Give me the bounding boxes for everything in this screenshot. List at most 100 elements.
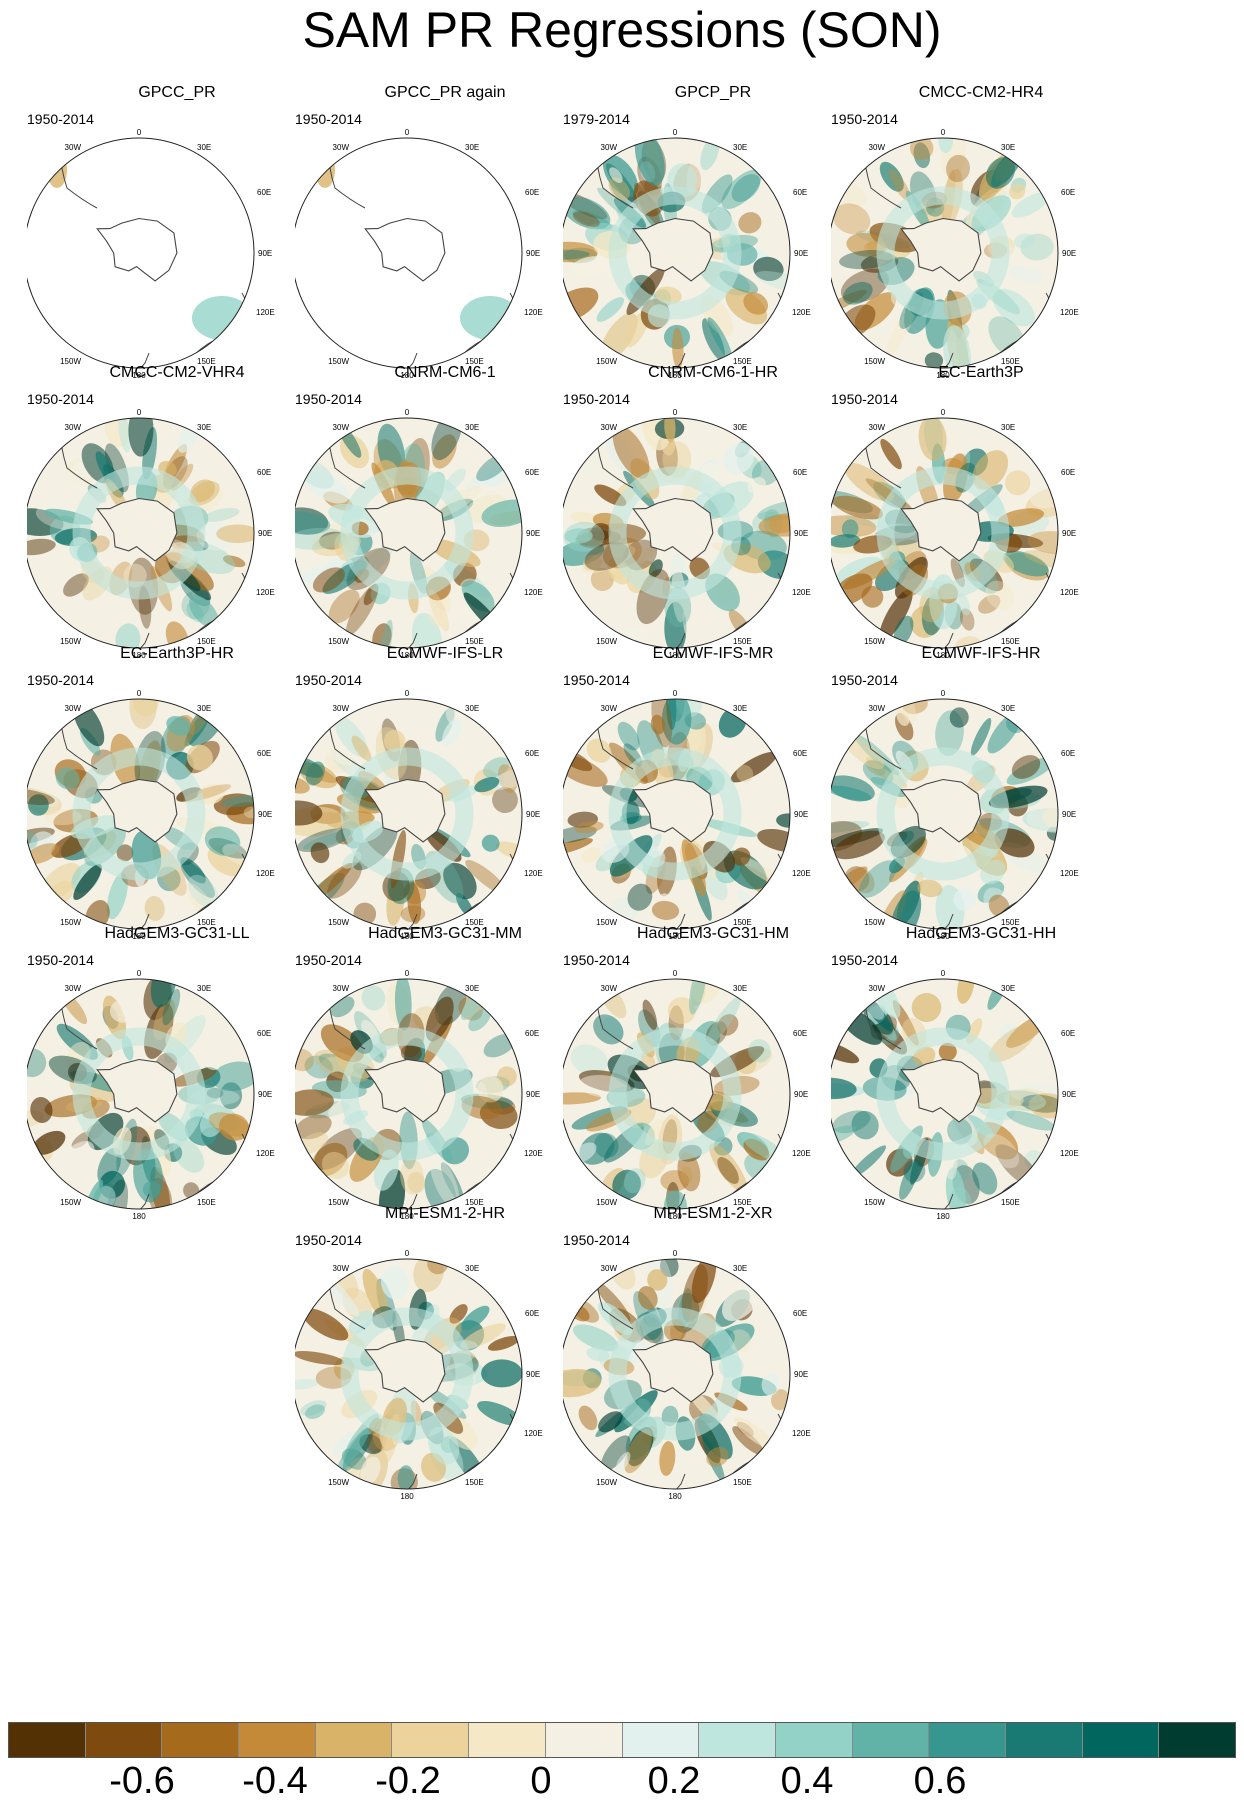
map-label: 30W [65,984,82,993]
map-label: 120E [524,1149,543,1158]
map-panel: EC-Earth3P-HR 1950-2014 0 30E 60E 90E 120E 150E… [27,645,327,970]
map-label: 0 [405,128,410,137]
map-label: 150W [328,1478,349,1487]
colorbar-swatch [622,1723,700,1757]
map-label: 30E [465,1264,479,1273]
map-label: 180 [936,371,950,380]
map-label: 180 [132,1212,146,1221]
map-label: 30W [333,984,350,993]
map-label: 90E [794,1090,808,1099]
panel-period: 1950-2014 [295,672,362,688]
map-panel: CMCC-CM2-VHR4 1950-2014 0 30E 60E 90E 120E 150E… [27,364,327,689]
map-label: 150E [465,1478,484,1487]
map-label: 150E [733,357,752,366]
colorbar-swatch [929,1723,1006,1757]
map-label: 0 [137,128,142,137]
map-panel: GPCP_PR 1979-2014 0 30E 60E 90E 120E 150E 180 150… [563,84,863,409]
map-label: 30E [733,1264,747,1273]
map-panel: ECMWF-IFS-LR 1950-2014 0 30E 60E 90E 120E 150E 1… [295,645,595,970]
map-label: 150W [596,1198,617,1207]
panel-period: 1950-2014 [27,391,94,407]
panel-period: 1950-2014 [27,111,94,127]
map-label: 30E [1001,423,1015,432]
map-label: 90E [526,249,540,258]
map-label: 30E [1001,984,1015,993]
map-label: 30W [601,1264,618,1273]
map-label: 120E [524,308,543,317]
map-label: 180 [132,371,146,380]
colorbar-swatch [469,1723,546,1757]
map-label: 150E [733,1198,752,1207]
map-label: 0 [405,408,410,417]
map-label: 120E [1060,308,1079,317]
panel-period: 1979-2014 [563,111,630,127]
map-label: 60E [257,1029,271,1038]
map-label: 30E [197,143,211,152]
polar-map: 030E60E90E120E150E180150W120W90W60W30W [563,1249,811,1501]
map-label: 0 [941,969,946,978]
map-label: 60E [793,468,807,477]
panel-title: GPCP_PR [674,84,752,101]
map-label: 0 [137,689,142,698]
panel-title: CMCC-CM2-HR4 [918,84,1044,101]
panel-period: 1950-2014 [831,111,898,127]
panel-period: 1950-2014 [563,391,630,407]
colorbar-swatch [1005,1723,1083,1757]
map-label: 120E [1060,588,1079,597]
polar-map: 030E60E90E120E150E180150W120W90W60W30W [27,969,275,1221]
map-label: 120E [792,588,811,597]
map-label: 90E [1062,249,1076,258]
map-label: 0 [405,1249,410,1258]
colorbar-tick-label: 0 [530,1760,552,1802]
map-label: 90E [794,1370,808,1379]
map-label: 150E [1001,918,1020,927]
panel-title: HadGEM3-GC31-HH [905,925,1057,942]
map-panel: MPI-ESM1-2-HR 1950-2014 0 30E 60E 90E 120E 150E… [295,1205,595,1530]
map-label: 150W [864,1198,885,1207]
map-label: 120E [792,1429,811,1438]
map-label: 60E [525,468,539,477]
map-label: 30E [197,423,211,432]
map-label: 180 [668,1212,682,1221]
map-label: 150E [733,918,752,927]
map-label: 30W [333,704,350,713]
map-label: 90E [526,529,540,538]
map-label: 150W [864,357,885,366]
panel-title: ECMWF-IFS-MR [652,645,774,662]
panel-period: 1950-2014 [295,111,362,127]
map-label: 150E [1001,1198,1020,1207]
map-label: 120E [1060,869,1079,878]
panel-period: 1950-2014 [563,672,630,688]
map-label: 30W [869,704,886,713]
colorbar-swatch [1159,1723,1235,1757]
panel-title: ECMWF-IFS-LR [386,645,504,662]
panel-title: EC-Earth3P [938,364,1024,381]
map-label: 180 [936,1212,950,1221]
map-label: 60E [525,1029,539,1038]
map-label: 150W [864,918,885,927]
map-label: 120E [1060,1149,1079,1158]
polar-map: 030E60E90E120E150E180150W120W90W60W30W [831,689,1079,941]
map-label: 30W [333,1264,350,1273]
map-label: 60E [257,468,271,477]
map-label: 60E [793,188,807,197]
panel-title: GPCC_PR [138,84,216,101]
map-label: 90E [258,1090,272,1099]
polar-map: 030E60E90E120E150E180150W120W90W60W30W [27,689,275,941]
map-label: 30E [465,423,479,432]
map-label: 60E [525,188,539,197]
map-label: 0 [673,969,678,978]
colorbar-swatch [162,1723,240,1757]
map-label: 180 [400,932,414,941]
map-label: 150E [1001,637,1020,646]
map-label: 90E [526,1370,540,1379]
map-label: 30W [333,423,350,432]
map-label: 150W [328,637,349,646]
polar-map: 030E60E90E120E150E180150W120W90W60W30W [831,969,1079,1221]
map-label: 60E [793,749,807,758]
polar-map: 030E60E90E120E150E180150W120W90W60W30W [563,128,811,380]
panel-period: 1950-2014 [831,391,898,407]
map-label: 60E [257,188,271,197]
panel-title: GPCC_PR again [384,84,506,101]
colorbar-tick-label: 0.2 [647,1760,701,1802]
